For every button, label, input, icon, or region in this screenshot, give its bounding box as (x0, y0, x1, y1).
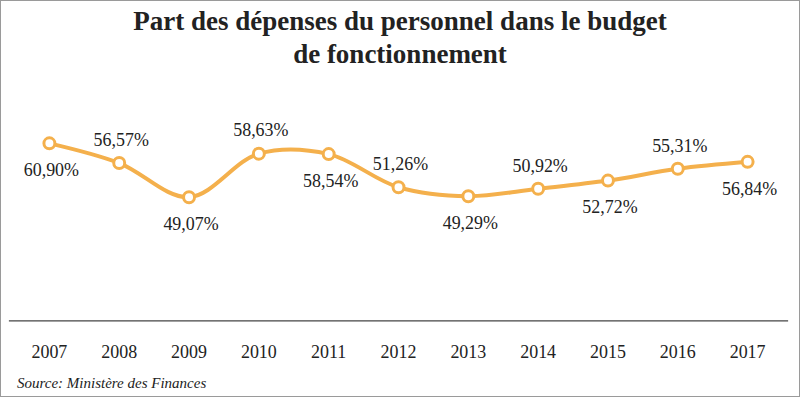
svg-text:2010: 2010 (241, 342, 277, 362)
svg-text:58,54%: 58,54% (303, 171, 358, 191)
svg-text:58,63%: 58,63% (233, 120, 288, 140)
svg-text:2007: 2007 (31, 342, 67, 362)
svg-text:60,90%: 60,90% (24, 160, 79, 180)
svg-text:2009: 2009 (171, 342, 207, 362)
svg-text:2016: 2016 (660, 342, 696, 362)
svg-text:2011: 2011 (311, 342, 346, 362)
svg-text:56,57%: 56,57% (94, 130, 149, 150)
html-text:Source: Ministère des Finances: Source: Ministère des Finances (17, 375, 207, 391)
svg-text:55,31%: 55,31% (652, 136, 707, 156)
html-text:Part des dépenses du personnel: Part des dépenses du personnel dans le b… (133, 6, 667, 36)
svg-text:50,92%: 50,92% (512, 156, 567, 176)
svg-text:2008: 2008 (101, 342, 137, 362)
svg-text:51,26%: 51,26% (373, 154, 428, 174)
svg-text:56,84%: 56,84% (722, 178, 777, 198)
svg-text:49,07%: 49,07% (163, 214, 218, 234)
html-text:de fonctionnement: de fonctionnement (293, 39, 507, 69)
svg-text:49,29%: 49,29% (443, 213, 498, 233)
svg-text:2017: 2017 (730, 342, 766, 362)
svg-text:2015: 2015 (590, 342, 626, 362)
svg-text:2012: 2012 (381, 342, 417, 362)
svg-text:2013: 2013 (450, 342, 486, 362)
svg-text:2014: 2014 (520, 342, 556, 362)
svg-text:52,72%: 52,72% (582, 197, 637, 217)
